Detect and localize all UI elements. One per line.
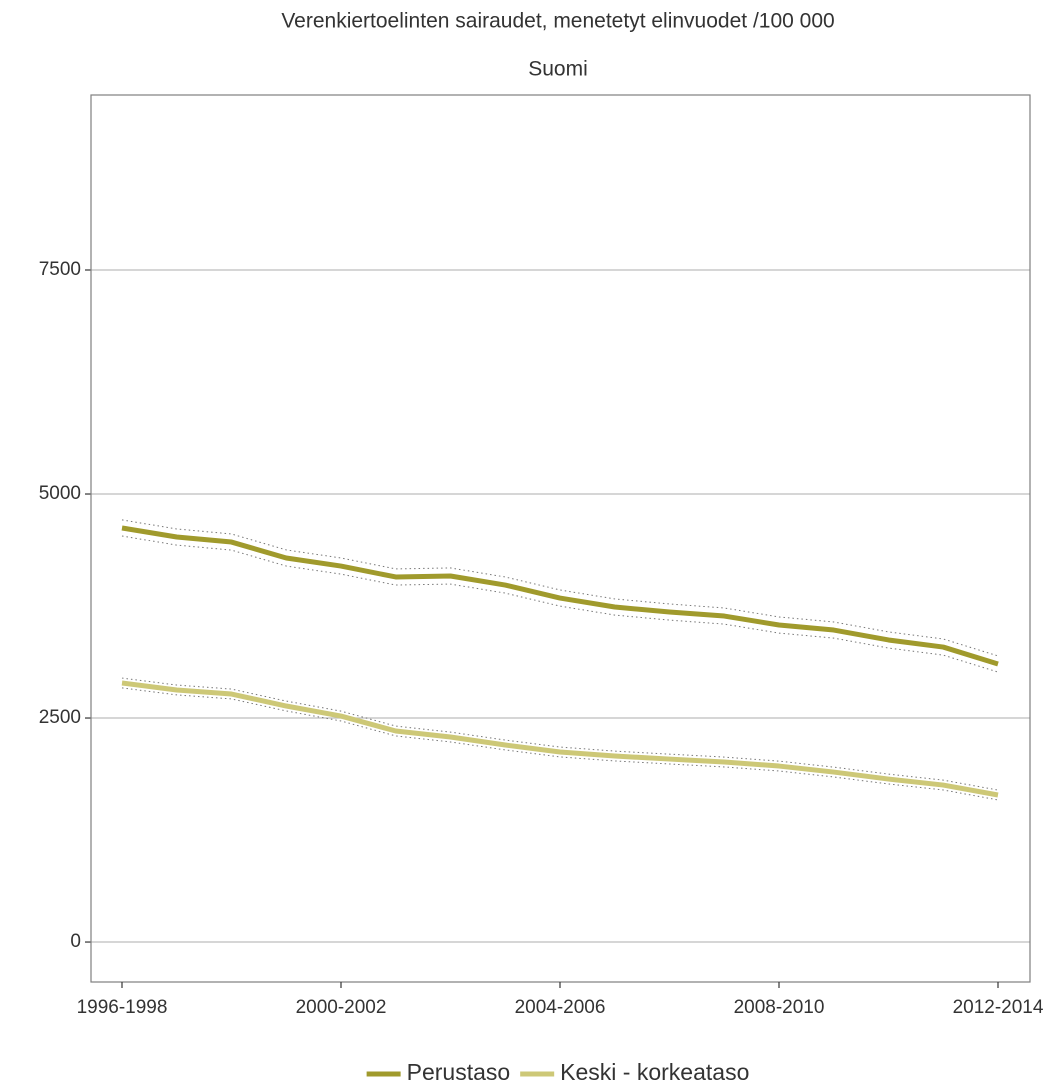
confidence-line (121, 677, 999, 791)
x-tick-label: 1996-1998 (77, 997, 168, 1018)
chart-title: Verenkiertoelinten sairaudet, menetetyt … (281, 10, 834, 33)
legend-label: Perustaso (407, 1059, 511, 1085)
x-tick-label: 2000-2002 (296, 997, 387, 1018)
confidence-line (121, 687, 999, 801)
plot-frame (90, 94, 1031, 983)
y-tick-label: 5000 (39, 483, 81, 504)
y-tick-label: 7500 (39, 259, 81, 280)
series-line (121, 525, 999, 667)
y-tick-label: 0 (70, 931, 81, 952)
chart-subtitle: Suomi (528, 58, 588, 81)
series-line (121, 680, 999, 798)
x-tick-label: 2004-2006 (515, 997, 606, 1018)
legend-label: Keski - korkeataso (560, 1059, 749, 1085)
x-tick-label: 2012-2014 (953, 997, 1044, 1018)
y-tick-label: 2500 (39, 707, 81, 728)
x-tick-label: 2008-2010 (734, 997, 825, 1018)
confidence-line (121, 535, 999, 673)
